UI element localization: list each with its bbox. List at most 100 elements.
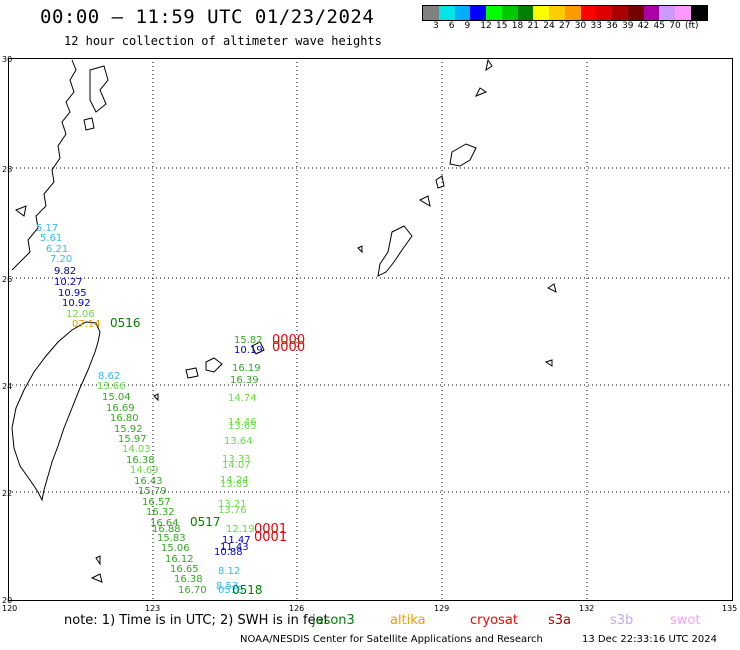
track-point-label: 16.57 (142, 497, 171, 508)
colorbar-swatch (564, 6, 581, 20)
track-point-label: 13.64 (224, 436, 253, 447)
colorbar-swatch (533, 6, 549, 20)
track-point-label: 14.03 (122, 444, 151, 455)
colorbar-label: (ft) (685, 21, 699, 31)
colorbar-swatch (517, 6, 534, 20)
y-tick-label: 20 (2, 596, 12, 605)
y-tick-label: 28 (2, 165, 12, 174)
cryosat-time-label: 0000 (272, 340, 305, 355)
x-tick-label: 132 (579, 604, 594, 613)
track-point-label: 16.80 (110, 413, 139, 424)
y-tick-label: 22 (2, 489, 12, 498)
track-point-label: 10.95 (58, 288, 87, 299)
colorbar-swatch (501, 6, 518, 20)
colorbar-label: 39 (622, 21, 634, 31)
track-point-label: 13.66 (97, 381, 126, 392)
colorbar-swatch (643, 6, 660, 20)
satellite-legend-s3b: s3b (610, 613, 634, 628)
satellite-legend-swot: swot (670, 613, 701, 628)
colorbar (422, 5, 708, 21)
track-time-label: 0517 (190, 515, 221, 529)
track-time-label: 0518 (232, 583, 263, 597)
track-point-label: 13.76 (218, 505, 247, 516)
track-point-label: 12.19 (226, 524, 255, 535)
colorbar-swatch (690, 6, 707, 20)
cryosat-time-label: 0001 (254, 530, 287, 545)
colorbar-label: 42 (637, 21, 650, 31)
page-title: 00:00 — 11:59 UTC 01/23/2024 (40, 6, 375, 28)
track-point-label: 16.70 (178, 585, 207, 596)
track-point-label: 13.33 (222, 454, 251, 465)
track-point-label: 9.82 (54, 266, 76, 277)
satellite-legend-altika: altika (390, 613, 426, 628)
track-point-label: 13.85 (220, 479, 249, 490)
wave-height-tracks: 5.175.616.217.209.8210.2710.9510.9212.06… (36, 223, 305, 597)
footer-note: note: 1) Time is in UTC; 2) SWH is in fe… (64, 613, 329, 628)
satellite-legend-s3a: s3a (548, 613, 572, 628)
colorbar-label: 24 (543, 21, 555, 31)
track-point-label: 7.20 (50, 254, 72, 265)
colorbar-label: 36 (606, 21, 618, 31)
colorbar-swatch (549, 6, 565, 20)
cryosat-time-label: 0000 (272, 333, 305, 348)
track-time-label: 0516 (110, 316, 141, 330)
track-point-label: 8.12 (218, 566, 240, 577)
y-tick-label: 24 (2, 382, 12, 391)
colorbar-label: 33 (590, 21, 602, 31)
page-subtitle: 12 hour collection of altimeter wave hei… (64, 34, 382, 48)
track-point-label: 15.92 (114, 424, 143, 435)
track-point-label: 15.83 (157, 533, 186, 544)
track-point-label: 13.65 (228, 421, 257, 432)
colorbar-label: 3 (433, 21, 439, 31)
colorbar-labels: 3 6 9 12 15 18 21 24 27 30 33 36 39 42 45 70 (ft) (422, 21, 740, 33)
colorbar-swatch (438, 6, 455, 20)
x-tick-label: 123 (145, 604, 160, 613)
track-point-label: 8.53 (216, 581, 238, 592)
track-point-label: 15.82 (234, 335, 263, 346)
satellite-legend-jason3: jason3 (312, 613, 355, 628)
axis-labels: 120 123 126 129 132 135 30 28 26 24 22 2… (2, 55, 737, 613)
colorbar-label: 45 (653, 21, 665, 31)
colorbar-swatch (580, 6, 597, 20)
amami (449, 143, 477, 167)
okinawa (377, 225, 413, 277)
track-point-label: 16.32 (146, 507, 175, 518)
colorbar-label: 30 (574, 21, 587, 31)
track-point-label: 5.17 (36, 223, 58, 234)
track-point-label: 15.04 (102, 392, 131, 403)
track-point-label: 14.69 (130, 465, 159, 476)
track-point-label: 5.61 (40, 233, 62, 244)
taiwan-coastline (11, 321, 101, 502)
china-coast-north (11, 59, 77, 271)
colorbar-label: 15 (496, 21, 508, 31)
cryosat-time-label: 0001 (254, 522, 287, 537)
colorbar-swatch (659, 6, 675, 20)
track-point-label: 8.62 (98, 371, 120, 382)
colorbar-swatch (612, 6, 628, 20)
colorbar-swatch (423, 6, 439, 20)
track-point-label: 16.69 (106, 403, 135, 414)
track-point-label: 15.79 (138, 486, 167, 497)
colorbar-label: 9 (464, 21, 471, 31)
colorbar-label: 12 (480, 21, 492, 31)
generated-timestamp: 13 Dec 22:33:16 UTC 2024 (582, 634, 717, 645)
track-point-label: 11.47 (222, 535, 251, 546)
track-point-label: 16.64 (150, 518, 179, 529)
colorbar-label: 21 (527, 21, 539, 31)
track-point-label: 16.39 (230, 375, 259, 386)
china-coast-islands (89, 65, 109, 113)
x-tick-label: 126 (289, 604, 304, 613)
track-point-label: 12.06 (66, 309, 95, 320)
track-point-label: 10.19 (234, 345, 263, 356)
colorbar-label: 18 (511, 21, 524, 31)
track-point-label: 16.12 (165, 554, 194, 565)
track-point-label: 10.92 (62, 298, 91, 309)
y-tick-label: 26 (2, 275, 12, 284)
credit-line: NOAA/NESDIS Center for Satellite Applica… (240, 634, 543, 645)
x-tick-label: 135 (722, 604, 737, 613)
colorbar-label: 6 (448, 21, 455, 31)
track-point-label: 16.43 (134, 476, 163, 487)
colorbar-swatch (627, 6, 644, 20)
colorbar-swatch (470, 6, 486, 20)
